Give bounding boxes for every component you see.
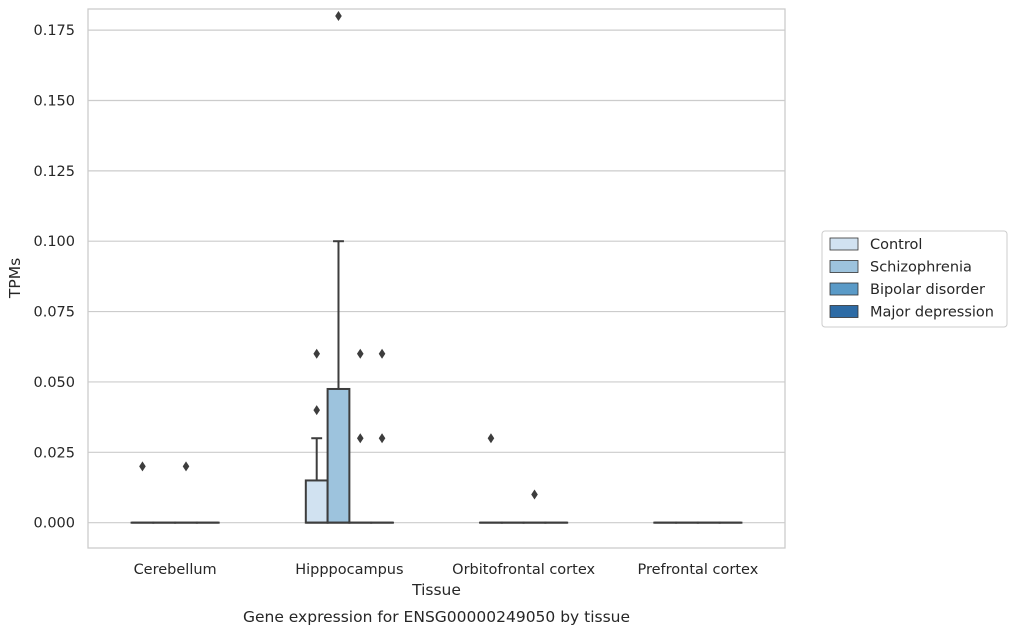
legend-label: Control <box>870 237 922 253</box>
box-control <box>479 433 503 524</box>
legend-label: Bipolar disorder <box>870 282 985 298</box>
legend: Control Schizophrenia Bipolar disorder Majo… <box>821 230 1008 328</box>
outlier-point <box>313 405 321 416</box>
box-major-depression <box>370 348 394 524</box>
legend-swatch <box>829 237 859 251</box>
y-tick-label: 0.000 <box>33 516 75 532</box>
box-bipolar-disorder <box>348 348 373 524</box>
x-tick-label: Prefrontal cortex <box>637 562 758 578</box>
y-tick-label: 0.100 <box>33 234 75 250</box>
y-tick-label: 0.050 <box>33 375 75 391</box>
y-axis-ticks: 0.000 0.025 0.050 0.075 0.100 0.125 0.150 0.175 <box>33 23 75 532</box>
box-control <box>304 348 329 524</box>
legend-frame <box>821 230 1008 328</box>
box-control <box>130 461 155 524</box>
outlier-point <box>356 348 364 359</box>
legend-label: Schizophrenia <box>870 260 972 276</box>
outlier-point <box>378 433 386 444</box>
legend-label: Major depression <box>870 305 994 321</box>
legend-swatch <box>829 282 859 296</box>
outlier-point <box>487 433 495 444</box>
y-tick-label: 0.175 <box>33 23 75 39</box>
x-tick-label: Orbitofrontal cortex <box>452 562 595 578</box>
box-series <box>130 11 743 524</box>
outlier-point <box>313 348 321 359</box>
box-bipolar-disorder <box>174 461 198 524</box>
y-tick-label: 0.075 <box>33 305 75 321</box>
chart-caption: Gene expression for ENSG00000249050 by t… <box>243 608 630 626</box>
outlier-point <box>335 11 342 22</box>
x-tick-label: Hipppocampus <box>295 562 403 578</box>
gridlines <box>88 29 785 524</box>
y-axis-label: TPMs <box>6 258 24 299</box>
x-axis-label: Tissue <box>411 581 461 599</box>
y-tick-label: 0.125 <box>33 164 75 180</box>
x-tick-label: Cerebellum <box>134 562 217 578</box>
outlier-point <box>356 433 364 444</box>
outlier-point <box>139 461 146 472</box>
outlier-point <box>531 489 538 500</box>
outlier-point <box>378 348 386 359</box>
plot-frame <box>87 8 786 549</box>
box <box>326 387 351 524</box>
box <box>304 479 329 524</box>
legend-swatch <box>829 260 859 273</box>
y-tick-label: 0.025 <box>33 445 75 461</box>
box-bipolar-disorder <box>522 489 547 524</box>
y-tick-label: 0.150 <box>33 93 75 109</box>
legend-swatch <box>829 305 859 318</box>
x-axis-ticks: Cerebellum Hipppocampus Orbitofrontal cort… <box>134 562 759 578</box>
box-schizophrenia <box>326 11 351 524</box>
outlier-point <box>182 461 190 472</box>
